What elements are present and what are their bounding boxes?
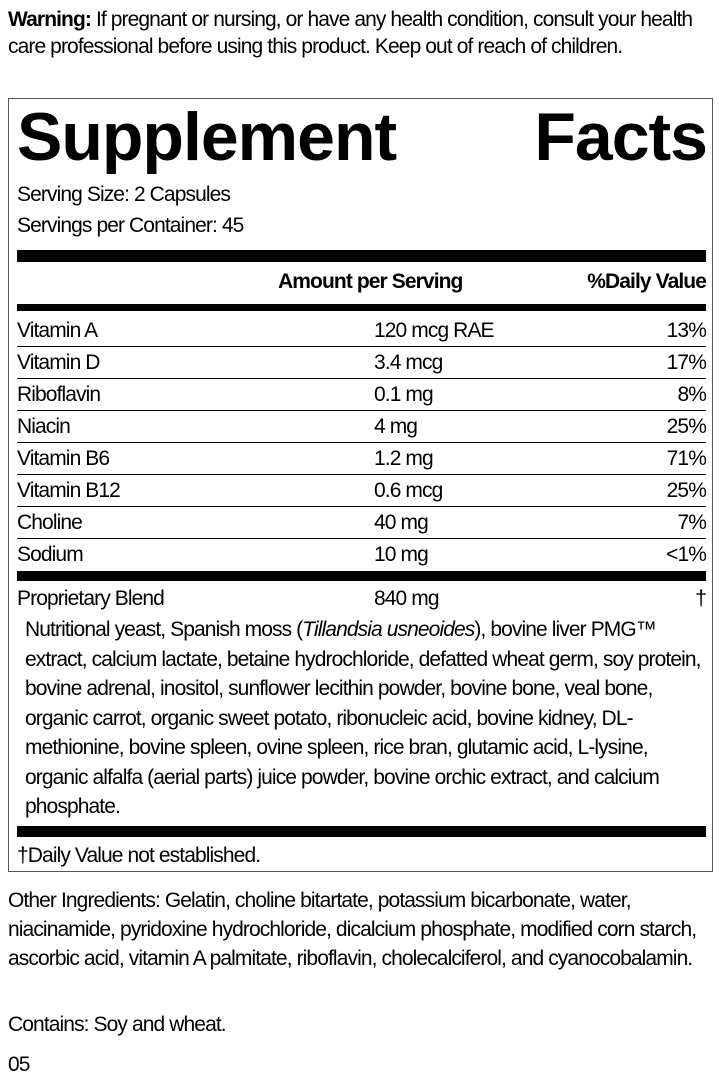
nutrient-amount: 3.4 mcg xyxy=(374,351,443,374)
warning-body: If pregnant or nursing, or have any heal… xyxy=(8,8,693,58)
nutrient-dv: <1% xyxy=(666,543,707,566)
warning-text: Warning: If pregnant or nursing, or have… xyxy=(8,6,713,60)
blend-dv: † xyxy=(695,587,707,610)
nutrient-dv: 71% xyxy=(666,447,707,470)
product-code: 05 xyxy=(8,1053,30,1076)
panel-title: Supplement Facts xyxy=(17,99,708,175)
nutrient-dv: 25% xyxy=(666,479,707,502)
nutrient-amount: 120 mcg RAE xyxy=(374,319,495,342)
nutrient-amount: 0.1 mg xyxy=(374,383,434,406)
blend-ingredients: Nutritional yeast, Spanish moss (Tilland… xyxy=(25,615,705,822)
servings-per-container: Servings per Container: 45 xyxy=(17,214,244,237)
nutrient-name: Vitamin B12 xyxy=(17,479,121,502)
nutrient-row: Niacin 4 mg 25% xyxy=(17,411,707,443)
nutrient-row: Vitamin D 3.4 mcg 17% xyxy=(17,347,707,379)
nutrient-amount: 1.2 mg xyxy=(374,447,434,470)
serving-size: Serving Size: 2 Capsules xyxy=(17,183,231,206)
blend-amount: 840 mg xyxy=(374,587,440,610)
title-word-1: Supplement xyxy=(17,99,397,175)
blend-name: Proprietary Blend xyxy=(17,587,165,610)
header-amount: Amount per Serving xyxy=(278,270,463,293)
nutrient-row: Choline 40 mg 7% xyxy=(17,507,707,539)
nutrient-name: Niacin xyxy=(17,415,71,438)
proprietary-blend-row: Proprietary Blend 840 mg † xyxy=(17,583,707,615)
blend-text-italic: Tillandsia usneoides xyxy=(302,618,475,641)
nutrient-row: Vitamin A 120 mcg RAE 13% xyxy=(17,315,707,347)
nutrient-dv: 8% xyxy=(677,383,706,406)
nutrient-dv: 7% xyxy=(677,511,706,534)
blend-text-1: Nutritional yeast, Spanish moss ( xyxy=(25,618,303,641)
header-daily-value: %Daily Value xyxy=(587,270,707,293)
allergen-statement: Contains: Soy and wheat. xyxy=(8,1013,227,1036)
thick-divider xyxy=(17,250,706,262)
warning-label: Warning: xyxy=(8,8,92,31)
nutrient-row: Vitamin B6 1.2 mg 71% xyxy=(17,443,707,475)
nutrient-dv: 25% xyxy=(666,415,707,438)
nutrient-amount: 10 mg xyxy=(374,543,429,566)
nutrient-dv: 17% xyxy=(666,351,707,374)
nutrient-name: Vitamin D xyxy=(17,351,100,374)
nutrient-amount: 40 mg xyxy=(374,511,429,534)
nutrient-row: Sodium 10 mg <1% xyxy=(17,539,707,571)
nutrient-row: Vitamin B12 0.6 mcg 25% xyxy=(17,475,707,507)
nutrient-name: Riboflavin xyxy=(17,383,101,406)
medium-divider xyxy=(17,304,706,311)
footnote: †Daily Value not established. xyxy=(17,844,261,867)
nutrient-row: Riboflavin 0.1 mg 8% xyxy=(17,379,707,411)
title-word-2: Facts xyxy=(534,99,708,175)
other-ingredients: Other Ingredients: Gelatin, choline bita… xyxy=(8,889,697,970)
thick-divider xyxy=(17,571,706,581)
supplement-facts-panel: Supplement Facts Serving Size: 2 Capsule… xyxy=(8,98,713,872)
nutrient-name: Vitamin B6 xyxy=(17,447,110,470)
thick-divider xyxy=(17,826,706,837)
nutrient-name: Vitamin A xyxy=(17,319,98,342)
blend-text-2: ), bovine liver PMG™ extract, calcium la… xyxy=(25,618,702,818)
nutrient-name: Choline xyxy=(17,511,83,534)
nutrient-amount: 4 mg xyxy=(374,415,418,438)
nutrient-amount: 0.6 mcg xyxy=(374,479,443,502)
nutrient-dv: 13% xyxy=(666,319,707,342)
nutrient-name: Sodium xyxy=(17,543,84,566)
